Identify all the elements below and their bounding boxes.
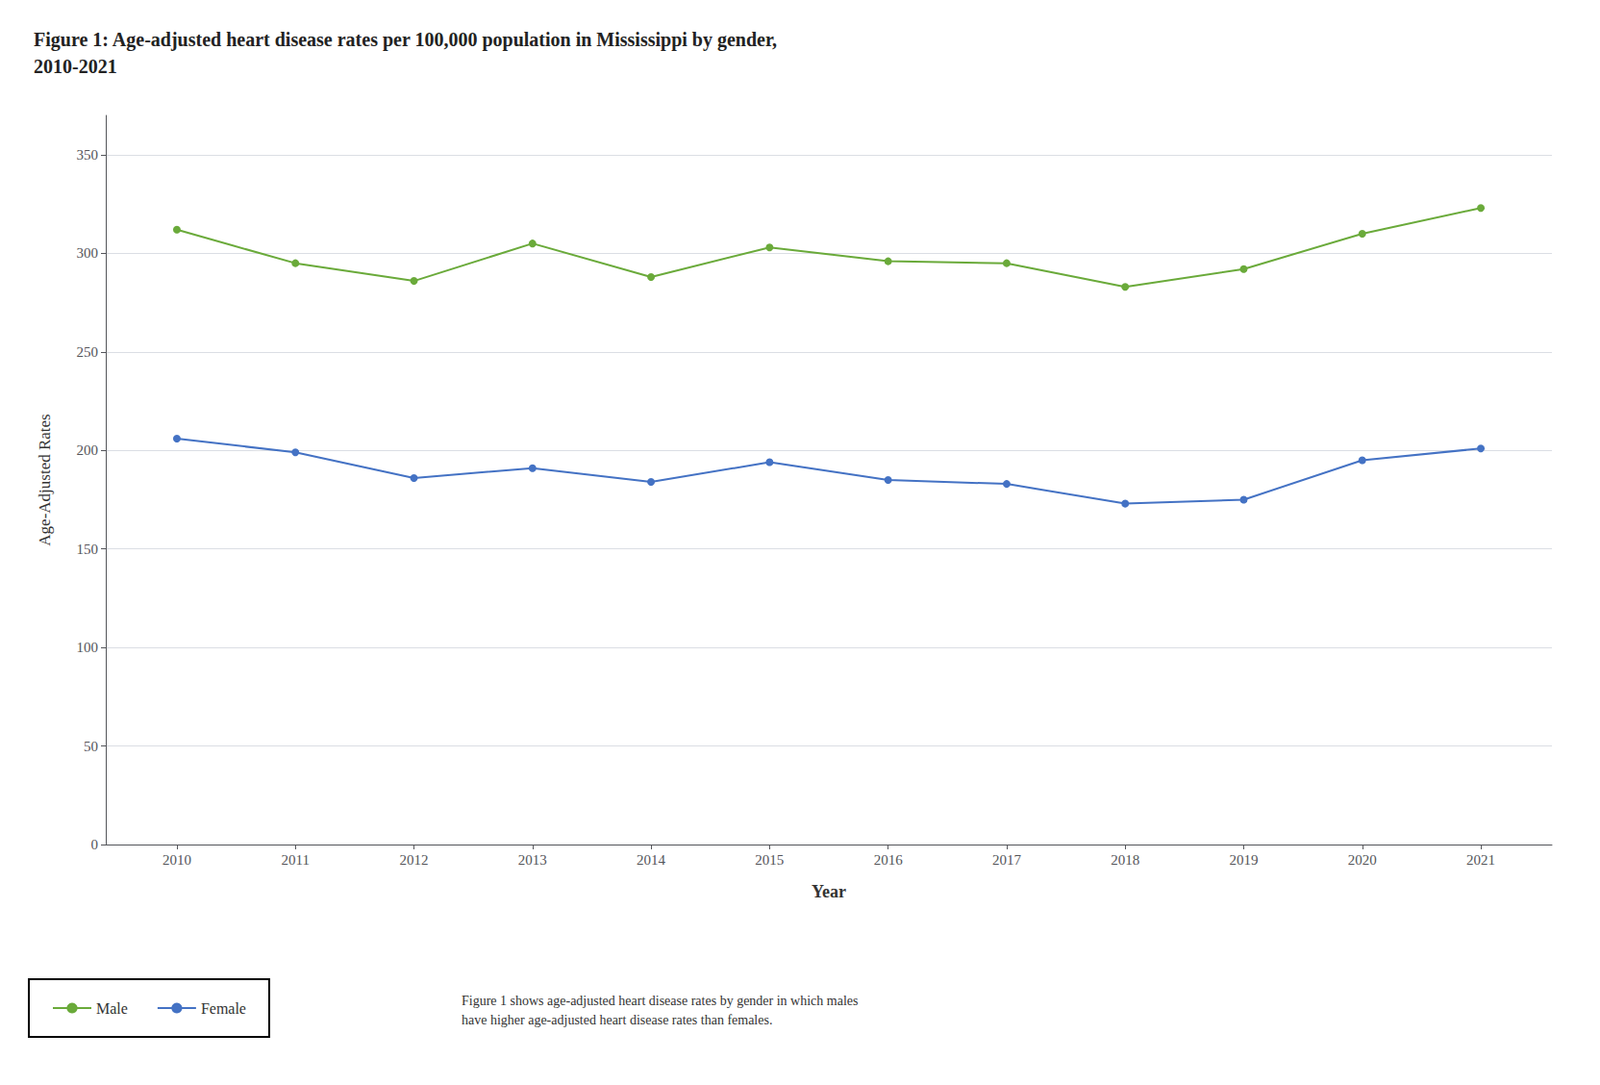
svg-text:have higher age-adjusted heart: have higher age-adjusted heart disease r… (461, 1012, 773, 1027)
svg-text:2013: 2013 (518, 851, 548, 868)
svg-text:Age-Adjusted Rates: Age-Adjusted Rates (35, 413, 54, 546)
svg-text:100: 100 (76, 639, 100, 655)
svg-text:Year: Year (811, 881, 847, 901)
svg-text:350: 350 (76, 147, 100, 163)
svg-text:Figure 1: Age-adjusted heart d: Figure 1: Age-adjusted heart disease rat… (33, 28, 777, 51)
svg-text:2021: 2021 (1466, 851, 1496, 868)
svg-text:250: 250 (76, 344, 100, 360)
svg-text:2019: 2019 (1228, 851, 1258, 868)
svg-text:200: 200 (76, 442, 100, 458)
svg-text:2017: 2017 (992, 851, 1023, 868)
svg-text:2018: 2018 (1110, 851, 1140, 868)
svg-text:Male: Male (96, 1000, 128, 1017)
svg-text:Figure 1 shows age-adjusted he: Figure 1 shows age-adjusted heart diseas… (461, 993, 859, 1008)
svg-text:2012: 2012 (400, 851, 429, 868)
svg-text:2015: 2015 (754, 851, 784, 868)
svg-text:300: 300 (76, 245, 100, 261)
svg-text:2011: 2011 (281, 851, 310, 868)
svg-text:0: 0 (91, 836, 100, 852)
svg-text:2014: 2014 (636, 851, 667, 868)
svg-text:2010: 2010 (162, 851, 192, 868)
svg-text:2020: 2020 (1348, 851, 1377, 868)
svg-text:50: 50 (83, 738, 99, 754)
svg-text:150: 150 (76, 541, 100, 557)
svg-text:2010-2021: 2010-2021 (33, 55, 118, 77)
svg-text:2016: 2016 (874, 851, 904, 868)
svg-text:Female: Female (200, 1000, 247, 1017)
